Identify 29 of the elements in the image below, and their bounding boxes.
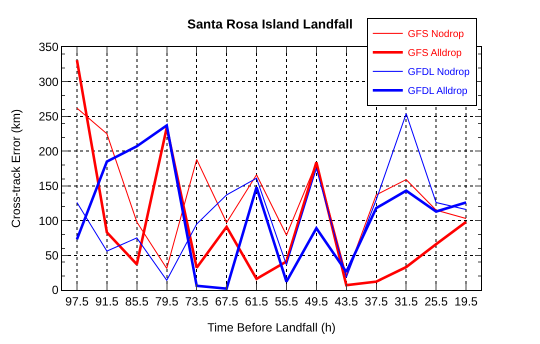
y-tick-label: 150 bbox=[38, 179, 59, 194]
y-axis-title: Cross-track Error (km) bbox=[8, 109, 23, 228]
y-tick-label: 100 bbox=[38, 214, 59, 228]
legend-label: GFDL Nodrop bbox=[408, 67, 470, 78]
y-tick-label: 350 bbox=[38, 40, 59, 54]
x-axis-title: Time Before Landfall (h) bbox=[207, 320, 336, 334]
x-tick-label: 37.5 bbox=[364, 294, 388, 308]
x-tick-label: 49.5 bbox=[304, 294, 328, 308]
y-tick-label: 50 bbox=[45, 248, 59, 262]
y-tick-label: 200 bbox=[38, 144, 59, 158]
x-tick-label: 91.5 bbox=[95, 294, 119, 308]
legend-label: GFS Alldrop bbox=[408, 48, 462, 60]
y-tick-label: 0 bbox=[52, 283, 59, 298]
x-tick-label: 85.5 bbox=[125, 294, 149, 308]
chart-title: Santa Rosa Island Landfall bbox=[187, 16, 353, 32]
x-tick-label: 55.5 bbox=[274, 294, 298, 308]
y-tick-label: 300 bbox=[38, 74, 59, 89]
x-tick-label: 25.5 bbox=[424, 294, 448, 308]
x-tick-label: 31.5 bbox=[394, 294, 418, 308]
legend-label: GFS Nodrop bbox=[408, 29, 464, 40]
x-tick-label: 43.5 bbox=[334, 294, 358, 308]
y-tick-label: 250 bbox=[38, 110, 59, 124]
x-tick-label: 97.5 bbox=[65, 294, 89, 308]
x-tick-label: 79.5 bbox=[155, 294, 179, 308]
legend-label: GFDL Alldrop bbox=[408, 86, 468, 98]
x-tick-label: 73.5 bbox=[185, 294, 209, 308]
x-tick-label: 19.5 bbox=[454, 294, 478, 308]
x-tick-label: 61.5 bbox=[244, 294, 269, 308]
x-tick-label: 67.5 bbox=[214, 294, 239, 308]
